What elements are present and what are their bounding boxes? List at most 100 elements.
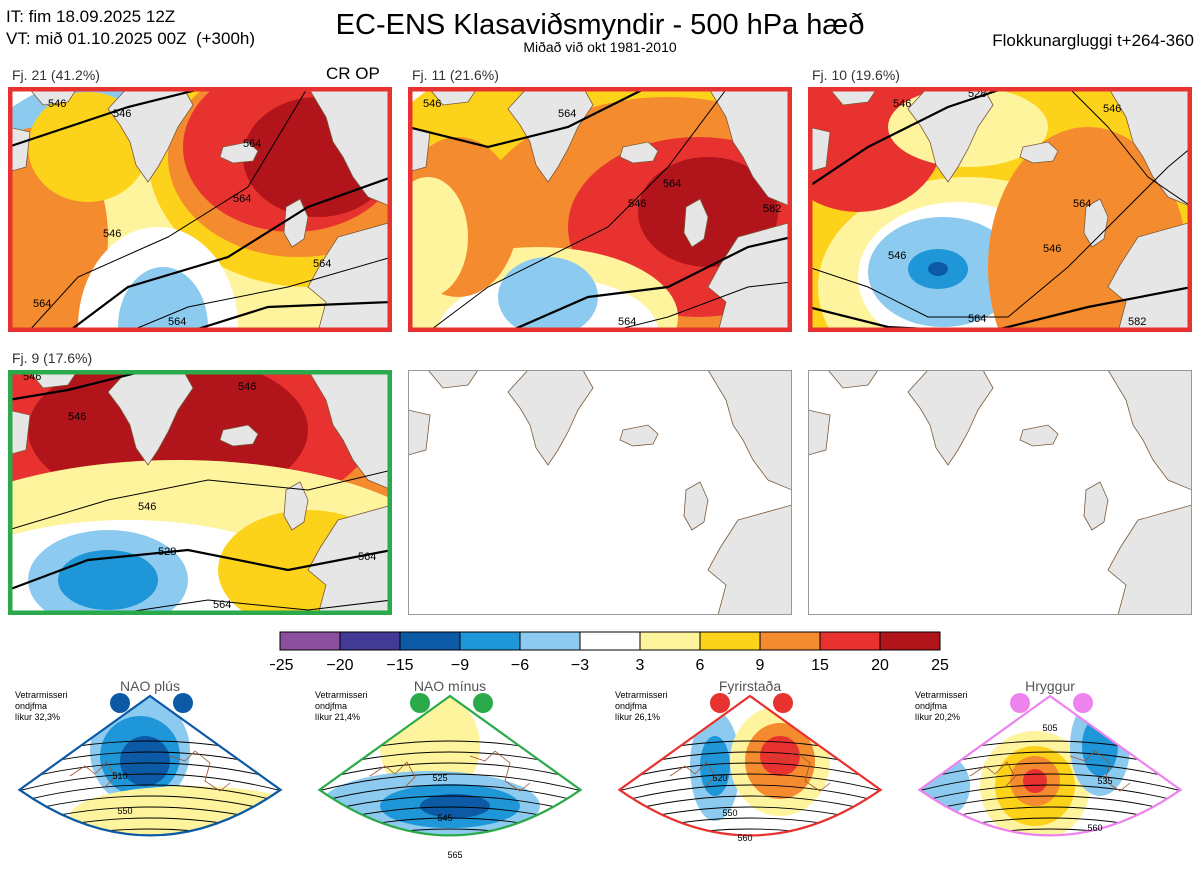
- canada-shape: [808, 409, 831, 456]
- panel-label-1: Fj. 21 (41.2%): [12, 67, 100, 83]
- contour-label: 546: [423, 98, 441, 110]
- iceland-shape: [619, 424, 659, 447]
- greenland-shape: [907, 370, 994, 466]
- regime-name: Fyrirstaða: [719, 678, 781, 694]
- regime-contour-label: 545: [437, 813, 452, 823]
- panel-border: [808, 87, 1192, 332]
- greenland-shape: [507, 87, 594, 183]
- regime-contour-label: 510: [112, 771, 127, 781]
- colorbar-tick-label: 25: [931, 657, 949, 674]
- regime-info-line: Vetrarmisseri: [615, 690, 668, 700]
- anomaly-fill-group: [408, 87, 792, 332]
- regime-contour-label: 525: [432, 773, 447, 783]
- regime-marker-left: [110, 693, 130, 713]
- contour-label: 546: [103, 228, 121, 240]
- regime-anomaly: [1023, 769, 1047, 793]
- regime-contour: [619, 773, 881, 800]
- window-label: Flokkunargluggi t+264-360: [992, 31, 1194, 50]
- colorbar-swatch: [339, 631, 401, 651]
- colorbar-swatch: [579, 631, 641, 651]
- coastline: [1069, 750, 1131, 792]
- colorbar-tick-label: −6: [511, 657, 529, 674]
- arctic-island-shape: [827, 370, 879, 389]
- height-contour: [408, 87, 649, 149]
- regime-info-line: Vetrarmisseri: [15, 690, 68, 700]
- contour-label: 546: [68, 411, 86, 423]
- regime-contour-label: 535: [1097, 776, 1112, 786]
- coastline: [69, 761, 116, 788]
- height-contour: [187, 300, 392, 332]
- contour-label: 564: [213, 599, 231, 611]
- contour-label: 582: [1128, 316, 1146, 328]
- regime-info-line: ondjfma: [315, 701, 347, 711]
- regime-contour-label: 560: [1087, 823, 1102, 833]
- height-contour: [8, 87, 209, 149]
- regime-contour: [19, 828, 281, 836]
- colorbar-swatch: [519, 631, 581, 651]
- iceland-shape: [219, 424, 259, 447]
- coastline: [469, 750, 531, 792]
- regime-maps: NAO plús Vetrarmisseri ondjfma líkur 32,3% 5…: [15, 678, 1200, 865]
- coastline: [969, 761, 1016, 788]
- panel-border: [8, 370, 392, 615]
- regime-info-line: Vetrarmisseri: [915, 690, 968, 700]
- canada-shape: [8, 126, 31, 173]
- height-contour: [8, 370, 149, 402]
- regime-contour: [890, 840, 1200, 865]
- height-contour: [8, 548, 392, 592]
- height-contour: [607, 281, 792, 332]
- contour-label: 546: [138, 501, 156, 513]
- coastline: [169, 750, 231, 792]
- panel-border: [408, 87, 792, 332]
- contour-label: 564: [358, 551, 376, 563]
- regime-info-line: líkur 21,4%: [315, 712, 360, 722]
- contour-label: 546: [113, 108, 131, 120]
- regime-name: NAO plús: [120, 678, 180, 694]
- contour-label: 546: [1103, 103, 1121, 115]
- british-isles-shape: [1083, 198, 1109, 248]
- british-isles-shape: [283, 481, 309, 531]
- regime-contour: [919, 828, 1181, 836]
- regime-contour-label: 550: [117, 806, 132, 816]
- height-contour: [808, 285, 1192, 332]
- greenland-shape: [107, 87, 194, 183]
- europe-shape: [707, 221, 792, 332]
- coastline: [769, 750, 831, 792]
- colorbar-tick-label: 20: [871, 657, 889, 674]
- cluster-panel-3: 528 546 546 546 564 546 564 582: [808, 87, 1192, 332]
- regime-marker-left: [710, 693, 730, 713]
- regime-contour: [319, 773, 581, 800]
- colorbar-swatch: [459, 631, 521, 651]
- europe-shape: [707, 504, 792, 615]
- british-isles-shape: [1083, 481, 1109, 531]
- contour-label: 546: [628, 198, 646, 210]
- europe-shape: [1107, 504, 1192, 615]
- height-contour: [808, 146, 1192, 318]
- regime-coast: [669, 750, 831, 792]
- height-contour: [427, 87, 729, 332]
- contour-label: 546: [1043, 243, 1061, 255]
- regime-info-line: líkur 32,3%: [15, 712, 60, 722]
- regime-name: NAO mínus: [414, 678, 486, 694]
- contour-label: 564: [968, 313, 986, 325]
- height-contour: [1067, 87, 1192, 208]
- contour-label: 564: [558, 108, 576, 120]
- colorbar-swatch: [819, 631, 881, 651]
- regime-coast: [69, 750, 231, 792]
- regime-contour-label: 560: [737, 833, 752, 843]
- contour-label: 564: [233, 193, 251, 205]
- canada-shape: [408, 409, 431, 456]
- land-group: [808, 370, 1192, 615]
- contour-label: 582: [763, 203, 781, 215]
- height-contour: [67, 175, 392, 332]
- greenland-shape: [107, 370, 194, 466]
- regime-anomaly: [700, 736, 730, 796]
- colorbar-tick-label: 15: [811, 657, 829, 674]
- arctic-island-shape: [427, 370, 479, 389]
- init-time-label: IT: fim 18.09.2025 12Z: [6, 7, 176, 26]
- map-svg: [408, 370, 792, 615]
